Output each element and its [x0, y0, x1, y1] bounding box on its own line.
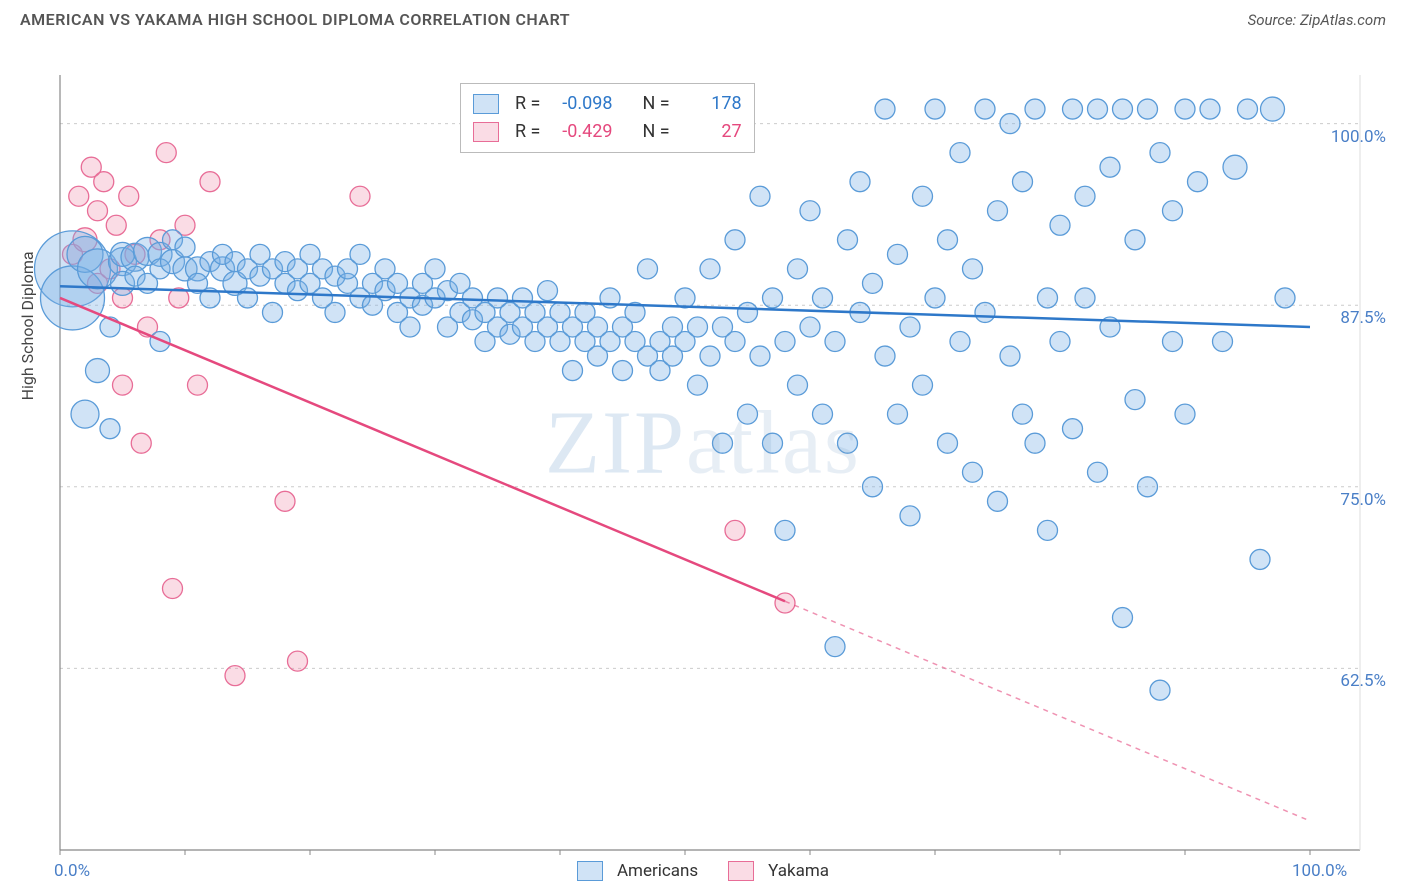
chart-title: AMERICAN VS YAKAMA HIGH SCHOOL DIPLOMA C…: [20, 10, 570, 29]
r-label: R =: [515, 118, 540, 146]
y-tick-label: 100.0%: [1331, 127, 1386, 147]
r-label: R =: [515, 90, 540, 118]
y-tick-label: 75.0%: [1340, 490, 1386, 510]
bottom-legend: Americans Yakama: [0, 861, 1406, 881]
legend-item-yakama: Yakama: [728, 861, 829, 881]
swatch-yakama: [473, 122, 499, 142]
swatch-americans: [473, 94, 499, 114]
swatch-americans-bottom: [577, 861, 603, 881]
r-value-yakama: -0.429: [550, 118, 612, 146]
legend-label-americans: Americans: [617, 861, 698, 881]
stats-row-yakama: R = -0.429 N = 27: [473, 118, 742, 146]
x-axis-max-label: 100.0%: [1292, 861, 1347, 881]
chart-area: High School Diploma ZIPatlas R = -0.098 …: [0, 35, 1406, 885]
n-value-americans: 178: [680, 90, 742, 118]
n-label: N =: [642, 118, 669, 146]
r-value-americans: -0.098: [550, 90, 612, 118]
stats-legend: R = -0.098 N = 178 R = -0.429 N = 27: [460, 83, 755, 153]
y-tick-label: 62.5%: [1340, 671, 1386, 691]
scatter-plot-svg: [0, 35, 1406, 855]
legend-label-yakama: Yakama: [768, 861, 829, 881]
swatch-yakama-bottom: [728, 861, 754, 881]
n-label: N =: [642, 90, 669, 118]
n-value-yakama: 27: [680, 118, 742, 146]
stats-row-americans: R = -0.098 N = 178: [473, 90, 742, 118]
x-axis-min-label: 0.0%: [54, 861, 90, 881]
legend-item-americans: Americans: [577, 861, 698, 881]
y-tick-label: 87.5%: [1340, 308, 1386, 328]
y-axis-label: High School Diploma: [18, 251, 37, 400]
source-label: Source: ZipAtlas.com: [1248, 11, 1386, 29]
